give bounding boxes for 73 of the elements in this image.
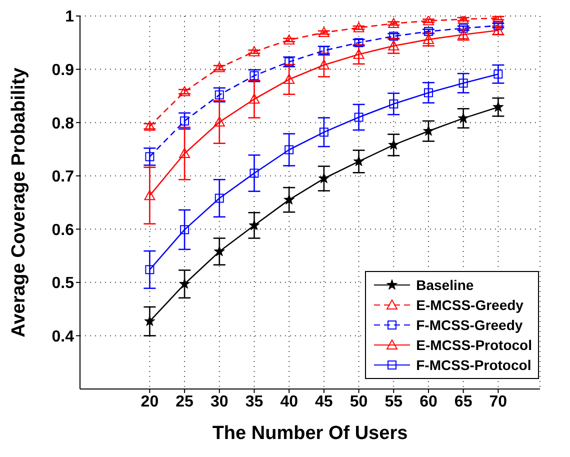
y-tick-label: 0.5	[52, 275, 74, 292]
point	[424, 88, 433, 98]
point	[388, 18, 400, 28]
x-tick-label: 20	[140, 393, 159, 410]
point	[424, 26, 433, 36]
point	[284, 194, 295, 205]
point	[214, 90, 224, 100]
x-axis-title: The Number Of Users	[212, 423, 408, 444]
y-tick-label: 0.6	[52, 222, 74, 239]
point	[179, 148, 190, 158]
point	[353, 156, 364, 166]
point	[180, 225, 190, 234]
legend-label: F-MCSS-Protocol	[416, 357, 532, 373]
x-tick-label: 45	[315, 393, 333, 410]
point	[144, 190, 156, 200]
x-tick-label: 35	[245, 393, 264, 410]
point	[180, 116, 190, 126]
y-tick-label: 0.4	[52, 328, 74, 346]
point	[458, 112, 469, 124]
point	[248, 220, 260, 230]
point	[179, 86, 190, 96]
x-tick-label: 50	[350, 393, 368, 410]
y-tick-label: 0.8	[52, 115, 74, 132]
point	[284, 145, 294, 154]
point	[492, 101, 504, 112]
point	[284, 34, 295, 44]
x-tick-label: 55	[384, 393, 403, 410]
point	[422, 34, 434, 44]
x-tick-label: 40	[280, 393, 298, 410]
x-tick-label: 25	[176, 393, 194, 410]
point	[318, 27, 330, 38]
legend-label: E-MCSS-Greedy	[416, 297, 524, 313]
x-tick-label: 60	[420, 393, 438, 410]
point	[179, 278, 190, 289]
point	[214, 194, 224, 203]
point	[423, 125, 434, 136]
legend-label: E-MCSS-Protocol	[416, 337, 532, 353]
legend-label: F-MCSS-Greedy	[416, 317, 523, 333]
point	[248, 46, 260, 56]
point	[388, 40, 400, 50]
point	[389, 99, 398, 108]
point	[145, 265, 154, 274]
point	[144, 316, 156, 326]
point	[354, 112, 364, 122]
legend-label: Baseline	[416, 277, 474, 293]
point	[250, 168, 259, 178]
x-tick-label: 65	[454, 393, 472, 410]
x-tick-label: 30	[210, 393, 228, 410]
y-tick-label: 0.9	[52, 62, 74, 79]
point	[353, 22, 364, 32]
y-tick-label: 0.7	[52, 168, 74, 186]
point	[422, 16, 434, 26]
point	[145, 152, 154, 162]
y-tick-label: 1	[65, 8, 74, 26]
point	[318, 172, 330, 184]
point	[353, 48, 364, 59]
point	[354, 38, 364, 48]
point	[214, 62, 225, 72]
y-axis-title: Average Coverage Probability	[8, 67, 30, 338]
point	[248, 94, 260, 104]
point	[319, 128, 328, 137]
point	[284, 74, 295, 84]
point	[458, 24, 468, 33]
point	[458, 78, 468, 88]
point	[284, 57, 294, 66]
point	[214, 246, 225, 256]
point	[494, 70, 503, 79]
point	[319, 46, 328, 56]
x-tick-label: 70	[489, 393, 508, 410]
point	[388, 139, 400, 150]
point	[214, 116, 225, 127]
point	[389, 32, 398, 41]
point	[318, 60, 330, 70]
